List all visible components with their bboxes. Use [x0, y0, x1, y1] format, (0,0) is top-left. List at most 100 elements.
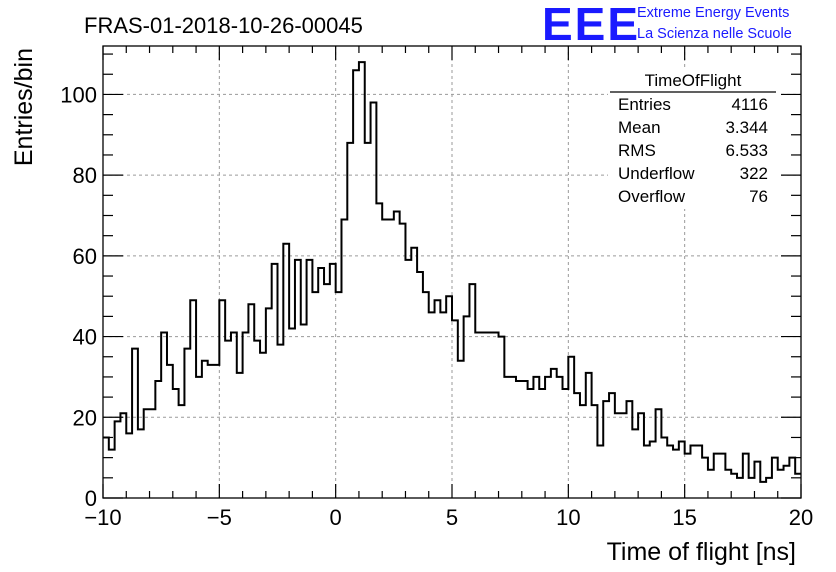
x-tick-label: 5	[446, 505, 458, 530]
histogram-bin	[696, 446, 702, 498]
histogram-bin	[411, 248, 417, 498]
histogram-bin	[487, 333, 493, 498]
stats-label-overflow: Overflow	[618, 187, 686, 206]
histogram-bin	[330, 264, 336, 498]
logo-line-1: Extreme Energy Events	[637, 5, 789, 21]
histogram-bin	[795, 474, 801, 498]
histogram-bin	[173, 389, 179, 498]
histogram-bin	[673, 450, 679, 498]
histogram-bin	[365, 143, 371, 498]
x-axis-title: Time of flight [ns]	[607, 538, 796, 566]
histogram-bin	[254, 341, 260, 498]
histogram-bin	[661, 437, 667, 498]
histogram-bin	[464, 316, 470, 498]
x-tick-label: 20	[789, 505, 813, 530]
stats-label-underflow: Underflow	[618, 164, 695, 183]
stats-label-entries: Entries	[618, 95, 671, 114]
histogram-bin	[202, 361, 208, 498]
histogram-bin	[243, 333, 249, 498]
x-tick-label: 15	[672, 505, 696, 530]
stats-value-underflow: 322	[740, 164, 768, 183]
histogram-bin	[475, 333, 481, 498]
histogram-bin	[272, 264, 278, 498]
histogram-bin	[429, 312, 435, 498]
histogram-bin	[417, 272, 423, 498]
histogram-bin	[679, 442, 685, 499]
axis-ticks	[102, 46, 802, 499]
histogram-bin	[702, 458, 708, 498]
histogram-bin	[458, 361, 464, 498]
histogram-bin	[504, 377, 510, 498]
y-tick-label: 0	[85, 486, 97, 511]
histogram-bin	[533, 377, 539, 498]
histogram-bin	[743, 454, 749, 498]
histogram-bin	[650, 442, 656, 499]
histogram-bin	[522, 381, 528, 498]
histogram-bin	[720, 454, 726, 498]
histogram-bin	[772, 458, 778, 498]
histogram-bin	[388, 220, 394, 498]
histogram-bin	[266, 308, 272, 498]
histogram-bin	[400, 224, 406, 498]
histogram-bin	[150, 409, 156, 498]
histogram-bin	[155, 381, 161, 498]
histogram-bin	[592, 405, 598, 498]
histogram-bin	[481, 333, 487, 498]
y-tick-label: 20	[73, 405, 97, 430]
histogram-bin	[161, 333, 167, 498]
histogram-bin	[749, 478, 755, 498]
histogram-bin	[312, 292, 318, 498]
histogram-bin	[394, 211, 400, 498]
histogram-bin	[109, 450, 115, 498]
histogram-bin	[510, 377, 516, 498]
stats-value-entries: 4116	[731, 95, 768, 114]
y-tick-label: 80	[73, 163, 97, 188]
y-tick-label: 100	[60, 82, 97, 107]
histogram-bin	[219, 300, 225, 498]
histogram-bin	[766, 478, 772, 498]
histogram-bin	[260, 353, 266, 498]
histogram-bin	[586, 373, 592, 498]
histogram-bin	[307, 260, 313, 498]
histogram-bin	[353, 70, 359, 498]
histogram-bin	[708, 470, 714, 498]
stats-box: TimeOfFlight Entries 4116 Mean 3.344 RMS…	[608, 69, 778, 209]
y-tick-label: 40	[73, 325, 97, 350]
histogram-bin	[132, 349, 138, 498]
histogram-bin	[341, 220, 347, 498]
x-tick-label: 0	[330, 505, 342, 530]
histogram-bin	[190, 300, 196, 498]
histogram-bin	[405, 260, 411, 498]
histogram-bin	[446, 296, 452, 498]
histogram-bin	[545, 377, 551, 498]
histogram-bin	[318, 268, 324, 498]
histogram-bin	[778, 470, 784, 498]
histogram-bin	[179, 405, 185, 498]
histogram-bin	[621, 413, 627, 498]
histogram-bin	[754, 462, 760, 498]
histogram-bin	[638, 413, 644, 498]
histogram-bin	[528, 389, 534, 498]
histogram-bin	[539, 389, 545, 498]
stats-value-mean: 3.344	[725, 118, 768, 137]
histogram-bin	[231, 333, 237, 498]
histogram-bin	[725, 470, 731, 498]
histogram-bin	[283, 244, 289, 498]
histogram-bin	[714, 454, 720, 498]
histogram-bin	[376, 203, 382, 498]
histogram-bin	[295, 260, 301, 498]
histogram-bin	[469, 284, 475, 498]
x-tick-label: −10	[84, 505, 121, 530]
y-tick-label: 60	[73, 244, 97, 269]
histogram-bin	[685, 454, 691, 498]
histogram-bin	[196, 377, 202, 498]
stats-box-title: TimeOfFlight	[645, 71, 742, 90]
histogram-bin	[167, 365, 173, 498]
stats-value-rms: 6.533	[725, 141, 768, 160]
histogram-bin	[557, 377, 563, 498]
histogram-bin	[336, 292, 342, 498]
histogram-bin	[551, 369, 557, 498]
histogram-bin	[580, 405, 586, 498]
axis-tick-labels: −10 −5 0 5 10 15 20 0 20 40 60 80 100	[60, 82, 813, 530]
histogram-bin	[731, 474, 737, 498]
